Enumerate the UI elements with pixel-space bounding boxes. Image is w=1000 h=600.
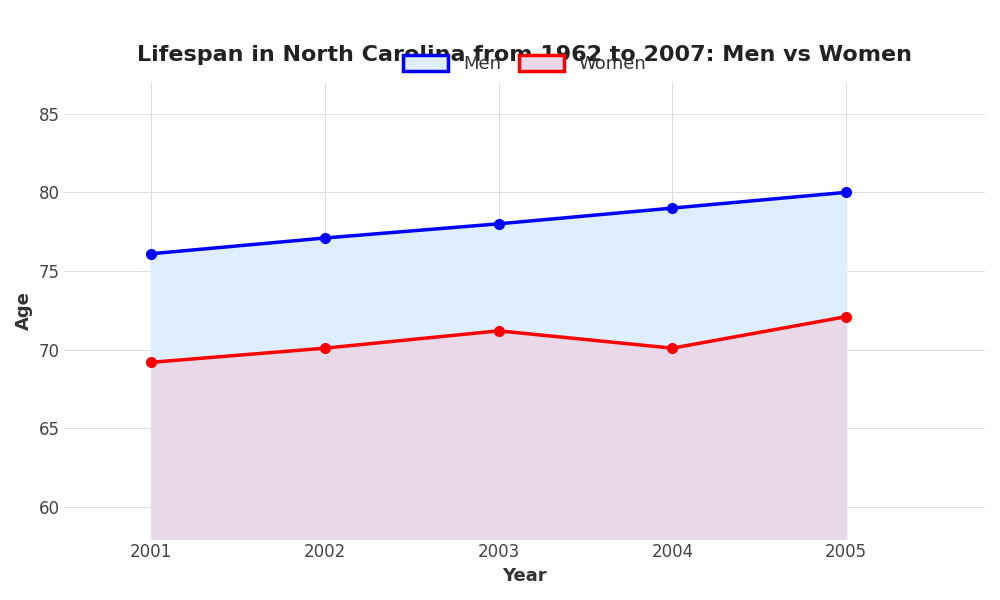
X-axis label: Year: Year	[502, 567, 547, 585]
Title: Lifespan in North Carolina from 1962 to 2007: Men vs Women: Lifespan in North Carolina from 1962 to …	[137, 46, 912, 65]
Legend: Men, Women: Men, Women	[394, 46, 655, 82]
Y-axis label: Age: Age	[15, 291, 33, 330]
